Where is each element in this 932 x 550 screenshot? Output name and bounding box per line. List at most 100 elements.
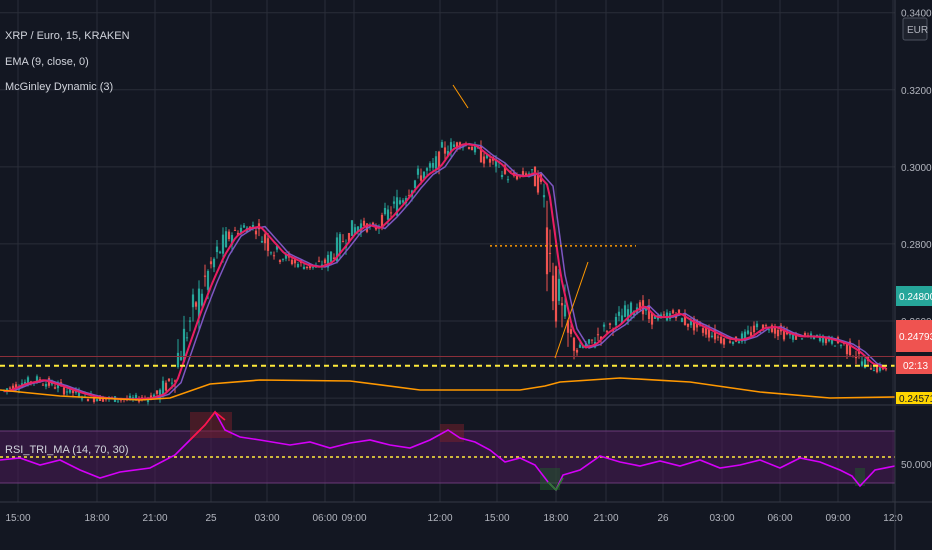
candle-body — [242, 225, 246, 228]
legend-symbol[interactable]: XRP / Euro, 15, KRAKEN — [5, 30, 130, 42]
candle-body — [425, 168, 429, 171]
candle-body — [815, 334, 819, 336]
candle-body — [218, 251, 222, 253]
candle-body — [662, 314, 666, 316]
candle-body — [545, 227, 549, 275]
candle-body — [548, 252, 552, 254]
time-tick-label: 09:00 — [341, 513, 366, 524]
candle-body — [206, 270, 210, 290]
candle-body — [296, 264, 300, 268]
candle-body — [428, 163, 432, 168]
candle-body — [563, 304, 567, 317]
candle-body — [254, 230, 258, 235]
candle-body — [215, 246, 219, 253]
candle-body — [776, 329, 780, 337]
candle-body — [500, 174, 504, 178]
candle-body — [197, 288, 201, 319]
candle-body — [746, 330, 750, 334]
candle-body — [800, 338, 804, 340]
candle-body — [440, 142, 444, 148]
price-badge-green-text: 0.24800 — [899, 292, 932, 303]
candle-body — [395, 197, 399, 216]
time-tick-label: 21:00 — [593, 513, 618, 524]
price-badge-red-text: 0.24793 — [899, 332, 932, 343]
candle-body — [761, 324, 765, 331]
price-badges: 0.24800 0.24793 02:13 0.24571 — [896, 286, 932, 405]
candle-body — [176, 352, 180, 367]
candle-body — [185, 337, 189, 339]
candle-body — [467, 146, 471, 150]
candle-body — [728, 341, 732, 343]
candle-body — [521, 171, 525, 176]
candle-body — [431, 162, 435, 168]
candle-body — [53, 387, 57, 389]
candle-body — [212, 258, 216, 268]
candle-body — [116, 400, 120, 402]
currency-label: EUR — [907, 25, 928, 36]
candle-body — [749, 332, 753, 336]
currency-button — [902, 17, 928, 41]
candle-body — [689, 320, 693, 326]
candle-body — [536, 173, 540, 193]
candle-body — [56, 384, 60, 389]
candle-body — [191, 294, 195, 308]
candle-body — [788, 334, 792, 336]
candle-body — [824, 337, 828, 344]
candle-body — [878, 364, 882, 371]
candle-body — [764, 325, 768, 327]
candle-body — [638, 302, 642, 311]
candle-body — [335, 237, 339, 262]
candle-body — [278, 260, 282, 263]
candle-body — [182, 328, 186, 363]
candle-body — [194, 302, 198, 307]
legend-ema[interactable]: EMA (9, close, 0) — [5, 56, 89, 68]
candle-body — [41, 384, 45, 386]
time-tick-label: 18:00 — [543, 513, 568, 524]
candle-body — [848, 341, 852, 356]
candle-body — [302, 266, 306, 270]
candle-body — [332, 257, 336, 259]
candle-body — [86, 398, 90, 402]
candle-body — [584, 343, 588, 347]
candle-body — [821, 335, 825, 343]
candle-body — [272, 255, 276, 257]
candle-body — [77, 391, 81, 397]
candle-body — [524, 173, 528, 176]
candle-body — [830, 337, 834, 344]
candle-body — [380, 214, 384, 228]
candle-body — [434, 156, 438, 169]
candle-body — [683, 314, 687, 325]
candle-body — [650, 312, 654, 325]
candle-body — [791, 333, 795, 340]
candle-body — [869, 368, 873, 370]
candle-body — [722, 338, 726, 345]
candle-body — [5, 388, 9, 391]
candle-body — [290, 259, 294, 265]
legend-mcginley[interactable]: McGinley Dynamic (3) — [5, 81, 114, 93]
time-tick-label: 15:00 — [5, 513, 30, 524]
candle-body — [680, 318, 684, 322]
candle-body — [293, 259, 297, 264]
candle-body — [863, 359, 867, 368]
candle-body — [770, 325, 774, 332]
candle-body — [602, 324, 606, 327]
candle-body — [146, 398, 150, 403]
candle-body — [839, 345, 843, 347]
legend-rsi[interactable]: RSI_TRI_MA (14, 70, 30) — [5, 444, 129, 456]
candle-body — [731, 341, 735, 344]
candle-body — [311, 266, 315, 268]
candle-body — [158, 389, 162, 399]
candle-body — [566, 320, 570, 333]
candle-body — [482, 156, 486, 164]
level-badge-yellow — [896, 392, 932, 404]
candle-body — [617, 311, 621, 316]
candle-body — [803, 333, 807, 336]
candle-body — [389, 212, 393, 214]
candle-body — [587, 339, 591, 344]
candle-body — [503, 165, 507, 174]
candle-body — [239, 227, 243, 235]
